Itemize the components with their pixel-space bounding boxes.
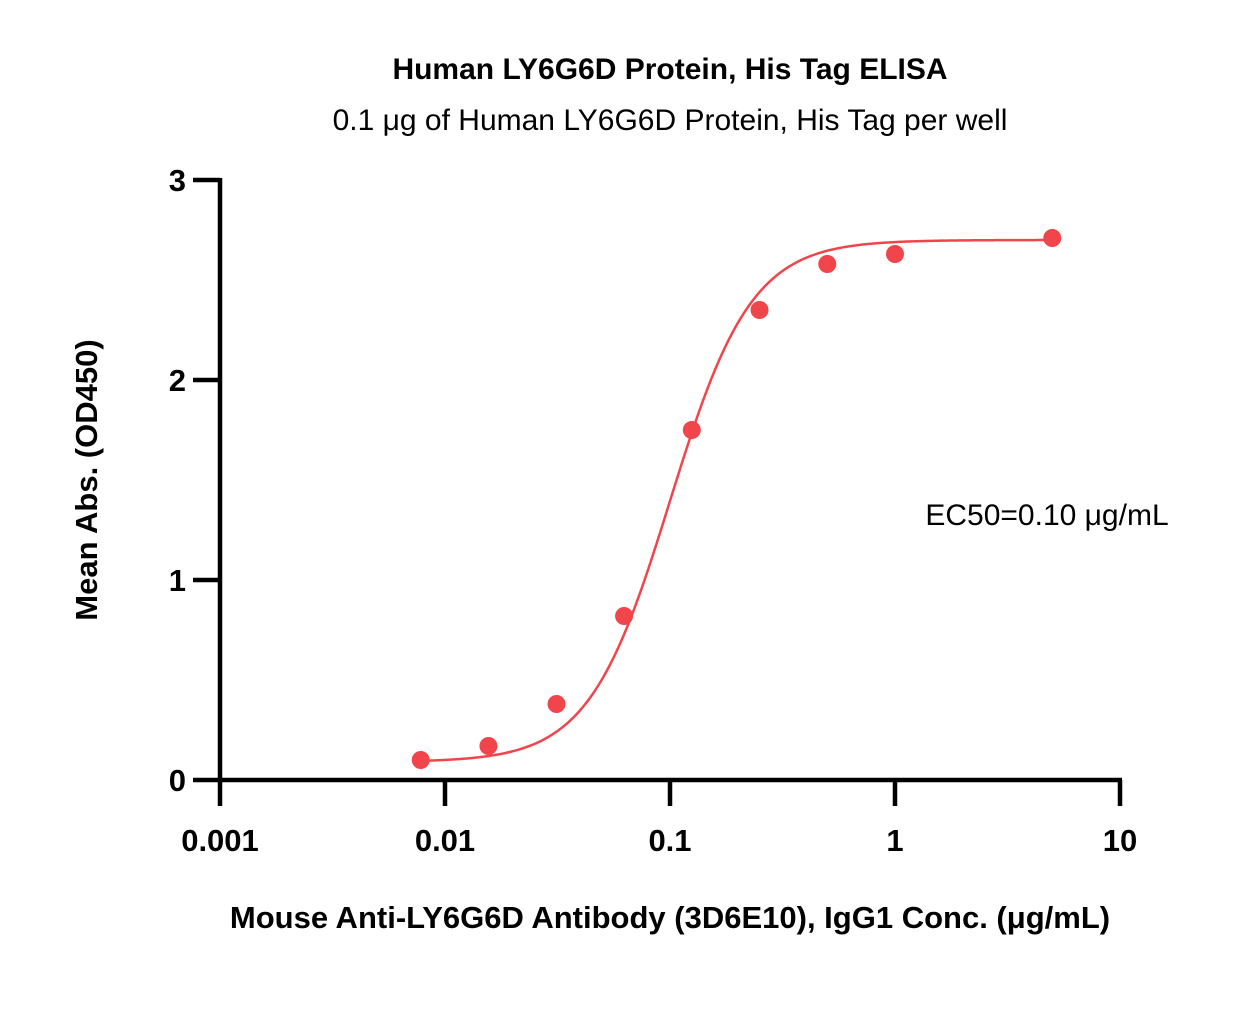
- chart-title: Human LY6G6D Protein, His Tag ELISA: [392, 53, 947, 86]
- data-point: [818, 255, 837, 273]
- x-tick-label: 0.001: [181, 823, 259, 858]
- fit-curve: [420, 238, 1053, 763]
- data-point: [886, 245, 904, 263]
- data-point: [750, 301, 769, 319]
- x-axis-title: Mouse Anti-LY6G6D Antibody (3D6E10), IgG…: [230, 900, 1110, 935]
- data-point: [411, 751, 430, 769]
- fit-curve-group: [420, 238, 1053, 763]
- x-tick-label: 0.1: [648, 823, 691, 858]
- data-point: [479, 737, 498, 755]
- y-axis-title: Mean Abs. (OD450): [69, 339, 104, 620]
- chart-subtitle: 0.1 μg of Human LY6G6D Protein, His Tag …: [333, 104, 1008, 137]
- data-point: [547, 695, 566, 713]
- y-tick-label: 0: [169, 763, 186, 798]
- ec50-annotation: EC50=0.10 μg/mL: [925, 499, 1168, 532]
- y-axis: 0 1 2 3: [169, 163, 223, 798]
- y-tick-label: 3: [169, 163, 186, 198]
- data-point: [1043, 229, 1062, 247]
- y-tick-label: 2: [169, 363, 186, 398]
- x-tick-label: 10: [1103, 823, 1137, 858]
- x-tick-label: 0.01: [415, 823, 475, 858]
- data-point: [682, 421, 701, 439]
- data-point: [615, 607, 634, 625]
- x-tick-label: 1: [886, 823, 903, 858]
- y-tick-label: 1: [169, 563, 186, 598]
- x-axis: 0.001 0.01 0.1 1 10: [181, 777, 1137, 858]
- data-points: [411, 229, 1062, 769]
